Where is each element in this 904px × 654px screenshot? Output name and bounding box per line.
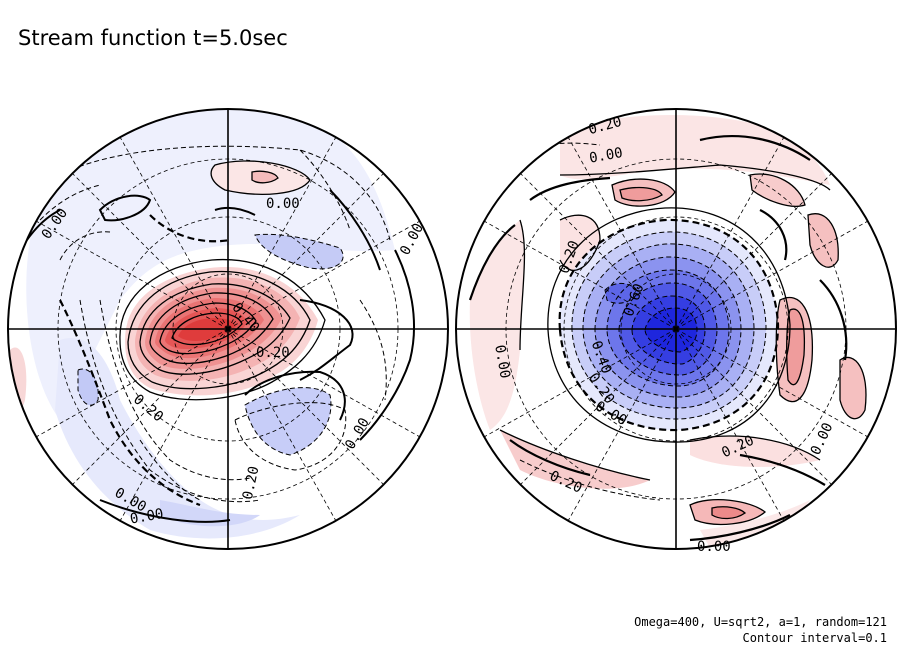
contour-label: 0.00 (397, 221, 427, 258)
right-positive-region (690, 436, 820, 467)
left-negative-region (245, 387, 331, 455)
right-positive-region (469, 220, 525, 430)
contour-label: 0.00 (808, 420, 837, 457)
left-positive-region (252, 171, 278, 183)
contour-label: 0.00 (342, 415, 373, 452)
parameters-line: Omega=400, U=sqrt2, a=1, random=121 (634, 615, 887, 629)
contour-label: 0.00 (588, 145, 624, 167)
right-hemisphere-panel (468, 114, 869, 548)
contour-label: 0.00 (697, 539, 731, 555)
contour-label: 0.20 (240, 465, 263, 501)
left-negative-region (160, 500, 260, 527)
left-negative-region (55, 338, 300, 539)
right-positive-region (750, 174, 805, 207)
left-positive-region (10, 347, 27, 409)
right-negative-region (605, 283, 638, 304)
chart-title: Stream function t=5.0sec (18, 26, 288, 50)
contour-label: 0.20 (130, 391, 166, 425)
right-positive-region (620, 187, 662, 201)
right-positive-region (840, 357, 866, 419)
left-hemisphere-panel (10, 109, 421, 539)
right-positive-region (808, 213, 839, 268)
right-positive-region (560, 114, 830, 185)
pole-markers (225, 326, 679, 332)
right-positive-region (500, 430, 650, 489)
right-positive-region (786, 309, 805, 385)
parameters-legend: Omega=400, U=sqrt2, a=1, random=121 Cont… (634, 614, 887, 646)
contour-interval-line: Contour interval=0.1 (742, 631, 888, 645)
contour-label: 0.00 (266, 196, 300, 212)
left-negative-region (78, 369, 99, 406)
contour-label: 0.00 (129, 506, 165, 528)
contour-label: 0.20 (256, 345, 290, 361)
right-positive-region (712, 506, 745, 519)
right-negative-region (645, 308, 697, 352)
contour-label: 0.00 (491, 344, 513, 380)
